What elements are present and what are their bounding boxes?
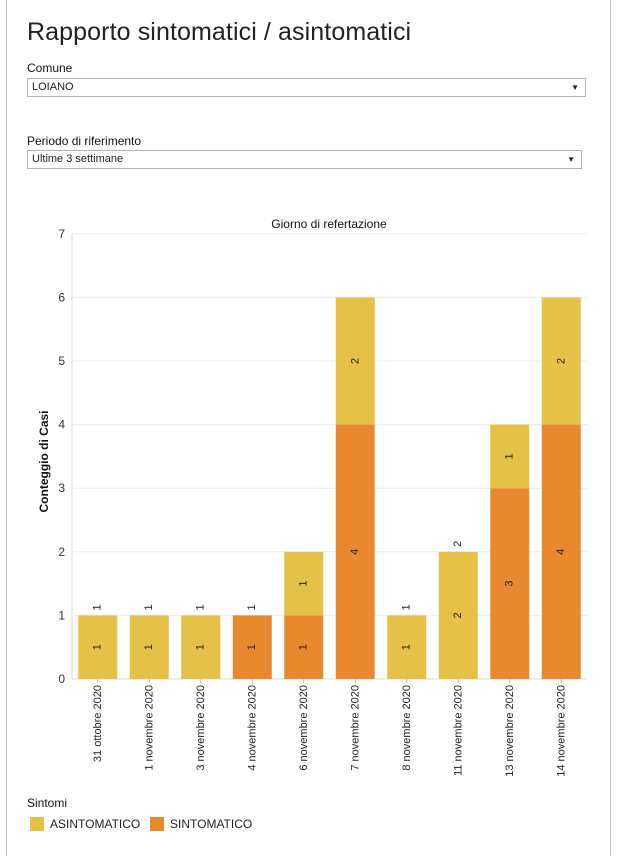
bar-segment-sintomatico (541, 424, 581, 679)
bar-segment-asintomatico (129, 615, 169, 679)
bar-segment-sintomatico (232, 615, 272, 679)
bar-total-label: 1 (92, 604, 104, 610)
bar-data-label: 1 (143, 644, 155, 650)
legend-label-asintomatico: ASINTOMATICO (50, 817, 141, 831)
bar-data-label: 4 (555, 549, 567, 555)
x-tick-label: 7 novembre 2020 (349, 685, 361, 771)
bar-segment-sintomatico (490, 488, 530, 679)
x-tick-label: 11 novembre 2020 (452, 685, 464, 776)
legend-label-sintomatico: SINTOMATICO (170, 817, 253, 831)
x-tick-label: 31 ottobre 2020 (92, 685, 104, 762)
bar-data-label: 1 (246, 644, 258, 650)
periodo-label: Periodo di riferimento (27, 134, 142, 148)
x-tick-label: 13 novembre 2020 (504, 685, 516, 777)
bar-data-label: 1 (92, 644, 104, 650)
bar-segment-asintomatico (284, 551, 324, 616)
frame-right-border (610, 0, 611, 856)
y-tick-label: 4 (58, 418, 65, 432)
bar-total-label: 1 (195, 604, 207, 610)
page-title: Rapporto sintomatici / asintomatici (27, 18, 412, 46)
legend-swatch-sintomatico (150, 817, 164, 831)
periodo-value: Ultime 3 settimane (32, 153, 124, 165)
bar-segment-asintomatico (438, 551, 478, 679)
chart-title: Giorno di refertazione (271, 217, 387, 231)
y-axis-label: Conteggio di Casi (37, 411, 51, 513)
bar-segment-asintomatico (78, 615, 118, 679)
frame-left-border (6, 0, 7, 856)
bar-data-label: 2 (555, 358, 567, 364)
legend-swatch-asintomatico (30, 817, 44, 831)
bar-total-label: 1 (401, 604, 413, 610)
bar-segment-asintomatico (181, 615, 221, 679)
bar-total-label: 2 (452, 541, 464, 547)
x-tick-label: 14 novembre 2020 (555, 685, 567, 777)
periodo-dropdown[interactable]: Ultime 3 settimane ▼ (27, 150, 582, 169)
bar-data-label: 2 (452, 612, 464, 618)
y-tick-label: 2 (58, 545, 65, 559)
bar-segment-sintomatico (284, 615, 324, 679)
comune-dropdown[interactable]: LOIANO ▼ (27, 78, 586, 97)
bar-segment-asintomatico (541, 297, 581, 425)
y-tick-label: 0 (58, 672, 65, 686)
bar-data-label: 3 (504, 581, 516, 587)
bar-segment-asintomatico (335, 297, 375, 425)
comune-label: Comune (27, 61, 73, 75)
legend-title: Sintomi (27, 796, 68, 810)
triangle-down-icon: ▼ (567, 155, 575, 164)
legend-item-sintomatico[interactable]: SINTOMATICO (150, 817, 252, 831)
y-tick-label: 1 (58, 608, 65, 622)
bar-data-label: 1 (504, 453, 516, 459)
bar-data-label: 1 (195, 644, 207, 650)
bar-data-label: 1 (298, 644, 310, 650)
legend-item-asintomatico[interactable]: ASINTOMATICO (30, 817, 140, 831)
y-tick-label: 3 (58, 481, 65, 495)
bar-segment-asintomatico (490, 424, 530, 489)
x-tick-label: 3 novembre 2020 (195, 685, 207, 771)
bar-data-label: 2 (349, 358, 361, 364)
bar-total-label: 1 (143, 604, 155, 610)
y-tick-label: 6 (58, 290, 65, 304)
x-tick-label: 1 novembre 2020 (143, 685, 155, 771)
comune-value: LOIANO (32, 81, 74, 93)
y-tick-label: 5 (58, 354, 65, 368)
bar-data-label: 1 (401, 644, 413, 650)
y-tick-label: 7 (58, 227, 65, 241)
bar-data-label: 4 (349, 549, 361, 555)
bar-total-label: 1 (246, 604, 258, 610)
triangle-down-icon: ▼ (571, 83, 579, 92)
x-tick-label: 6 novembre 2020 (298, 685, 310, 771)
x-tick-label: 4 novembre 2020 (246, 685, 258, 771)
bar-data-label: 1 (298, 581, 310, 587)
bar-segment-sintomatico (335, 424, 375, 679)
x-tick-label: 8 novembre 2020 (401, 685, 413, 771)
bar-segment-asintomatico (387, 615, 427, 679)
